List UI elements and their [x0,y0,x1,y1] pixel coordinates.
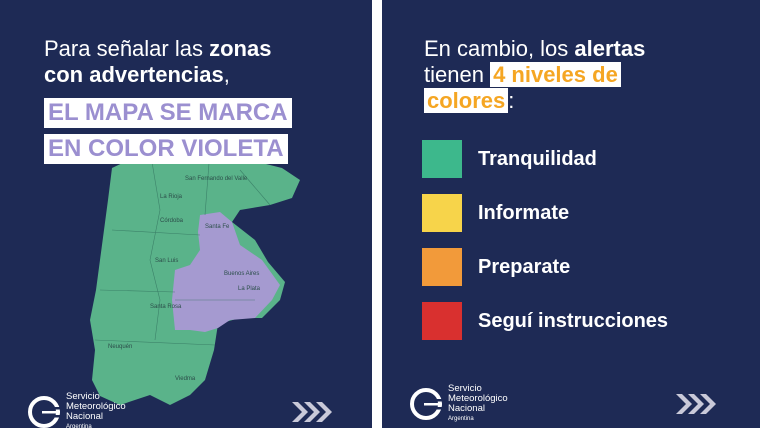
level-swatch [422,302,462,340]
right-line3-orange: colores [424,88,509,113]
level-swatch [422,194,462,232]
left-line1-prefix: Para señalar las [44,36,210,61]
brand-line4: Argentina [66,424,92,428]
brand-line1: Servicio [448,383,482,394]
right-headline: En cambio, los alertas tienen 4 niveles … [424,36,645,114]
brand-line1: Servicio [66,391,100,402]
svg-text:Santa Fe: Santa Fe [205,224,230,230]
left-line1-bold: zonas [209,36,272,61]
level-row-informate: Informate [422,194,569,232]
svg-text:San Luis: San Luis [155,258,178,264]
right-line2-orange: 4 niveles de [490,62,621,87]
right-line2-prefix: tienen [424,62,491,87]
level-label: Seguí instrucciones [478,309,669,332]
svg-text:La Plata: La Plata [238,286,261,292]
right-line1-prefix: En cambio, los [424,36,575,61]
left-line2-suffix: , [223,62,230,87]
svg-text:Neuquén: Neuquén [108,344,132,350]
smn-logo-text: Servicio Meteorológico Nacional Argentin… [448,384,508,424]
triple-chevron-icon[interactable] [290,400,334,424]
argentina-map: San Fernando del Valle La Rioja Córdoba … [90,149,300,405]
smn-logo: Servicio Meteorológico Nacional Argentin… [26,392,126,428]
smn-logo-text: Servicio Meteorológico Nacional Argentin… [66,392,126,428]
left-highlight-block: EL MAPA SE MARCA EN COLOR VIOLETA [44,98,292,170]
svg-text:San Fernando del Valle: San Fernando del Valle [185,176,248,182]
level-swatch [422,248,462,286]
left-headline: Para señalar las zonas con advertencias, [44,36,271,88]
brand-line4: Argentina [448,416,474,422]
svg-text:Buenos Aires: Buenos Aires [224,271,259,277]
level-label: Informate [478,201,570,224]
brand-line3: Nacional [66,411,103,422]
svg-text:Santa Rosa: Santa Rosa [150,304,182,310]
brand-line2: Meteorológico [66,401,126,412]
highlight-line-2: EN COLOR VIOLETA [44,134,288,164]
svg-text:Viedma: Viedma [175,376,196,382]
level-row-tranquilidad: Tranquilidad [422,140,597,178]
level-row-preparate: Preparate [422,248,570,286]
smn-logo-icon [410,388,442,420]
svg-text:La Rioja: La Rioja [160,194,183,200]
level-label: Preparate [478,255,571,278]
smn-logo: Servicio Meteorológico Nacional Argentin… [408,384,508,424]
highlight-line-1: EL MAPA SE MARCA [44,98,292,128]
left-line2-bold: con advertencias [44,62,224,87]
slide-map-explanation: San Fernando del Valle La Rioja Córdoba … [0,0,372,428]
level-swatch [422,140,462,178]
right-line1-bold: alertas [574,36,646,61]
brand-line2: Meteorológico [448,393,508,404]
smn-logo-icon [28,396,60,428]
slide-divider [372,0,382,428]
triple-chevron-icon[interactable] [674,392,718,416]
level-label: Tranquilidad [478,147,597,170]
slide-alert-levels: En cambio, los alertas tienen 4 niveles … [382,0,760,428]
svg-text:Córdoba: Córdoba [160,218,184,224]
brand-line3: Nacional [448,403,485,414]
level-row-segui-instrucciones: Seguí instrucciones [422,302,668,340]
right-line3-suffix: : [508,88,515,113]
